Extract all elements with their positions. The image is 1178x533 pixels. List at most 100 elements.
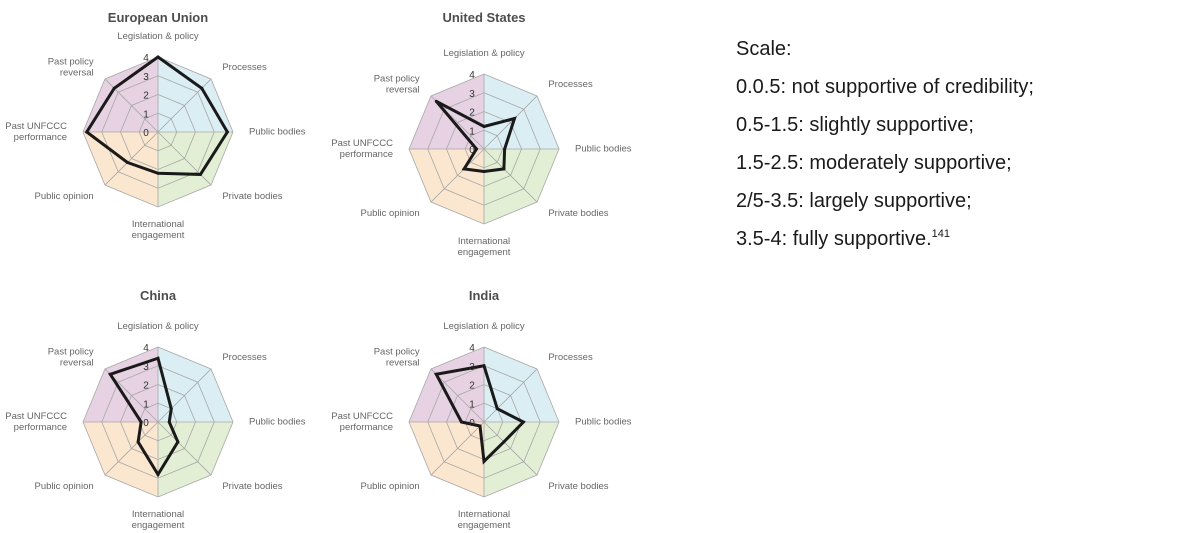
scale-legend: Scale: 0.0.5: not supportive of credibil…: [736, 30, 1176, 258]
radar-axis-label-1-1: Processes: [548, 79, 593, 90]
scale-item-2: 0.5-1.5: slightly supportive;: [736, 114, 974, 136]
radar-axis-label-1-3: Private bodies: [548, 208, 608, 219]
radar-spoke-2-1: [157, 368, 212, 423]
radar-axis-label-0-5: Public opinion: [34, 191, 93, 202]
radar-point-3-4: [482, 459, 486, 463]
radar-axis-label-0-6: Past UNFCCC performance: [5, 121, 67, 143]
radar-point-3-3: [502, 440, 506, 444]
radar-point-1-2: [503, 147, 507, 151]
radar-tick-label-0-3: 3: [143, 72, 149, 83]
radar-point-0-0: [156, 55, 160, 59]
radar-point-3-6: [460, 420, 463, 424]
radar-chart-0: 0 1 2 3 4 European Union Legislation & policy P…: [5, 10, 306, 241]
radar-axis-label-3-0: Legislation & policy: [443, 321, 525, 332]
scale-item-5-text: 3.5-4: fully supportive.: [736, 228, 932, 250]
radar-spoke-1-5: [430, 148, 485, 203]
radar-axis-label-1-7: Past policy reversal: [374, 74, 420, 96]
radar-axis-label-2-6: Past UNFCCC performance: [5, 411, 67, 433]
radar-axis-label-0-3: Private bodies: [222, 191, 282, 202]
radar-axis-label-1-6: Past UNFCCC performance: [331, 138, 393, 160]
radar-spoke-2-5: [104, 421, 159, 476]
radar-tick-label-2-0: 0: [143, 418, 149, 429]
radar-point-3-1: [495, 407, 499, 411]
radar-axis-label-3-4: International engagement: [458, 509, 511, 531]
radar-axis-label-2-4: International engagement: [132, 509, 185, 531]
radar-point-1-5: [462, 167, 466, 171]
radar-tick-label-2-4: 4: [143, 343, 149, 354]
radar-chart-title-1: United States: [442, 10, 525, 25]
radar-point-3-5: [478, 424, 482, 428]
radar-spoke-0-3: [157, 131, 212, 186]
radar-tick-label-0-2: 2: [143, 91, 149, 102]
radar-axis-label-2-7: Past policy reversal: [48, 347, 94, 369]
radar-tick-label-1-0: 0: [469, 145, 475, 156]
scale-footnote-marker: 141: [931, 228, 951, 240]
radar-axis-label-1-4: International engagement: [458, 236, 511, 258]
radar-point-0-2: [225, 130, 229, 134]
radar-axis-label-3-1: Processes: [548, 352, 593, 363]
radar-axis-label-2-5: Public opinion: [34, 481, 93, 492]
radar-tick-label-1-2: 2: [469, 108, 475, 119]
radar-axis-label-3-5: Public opinion: [360, 481, 419, 492]
radar-tick-label-3-2: 2: [469, 381, 475, 392]
radar-axis-label-1-5: Public opinion: [360, 208, 419, 219]
radar-axis-label-2-1: Processes: [222, 352, 267, 363]
radar-point-3-2: [521, 420, 525, 424]
radar-chart-title-0: European Union: [108, 10, 208, 25]
radar-point-1-4: [482, 170, 486, 173]
scale-heading: Scale:: [736, 38, 792, 60]
radar-tick-label-3-4: 4: [469, 343, 475, 354]
radar-tick-label-0-4: 4: [143, 53, 149, 64]
radar-spoke-2-3: [157, 421, 212, 476]
radar-point-1-3: [502, 167, 506, 171]
radar-axis-label-2-2: Public bodies: [249, 417, 306, 428]
radar-point-3-7: [434, 372, 438, 376]
radar-point-2-5: [136, 440, 140, 444]
radar-spoke-3-3: [483, 421, 538, 476]
radar-tick-label-0-0: 0: [143, 128, 149, 139]
radar-tick-label-3-3: 3: [469, 362, 475, 373]
radar-spoke-1-1: [483, 95, 538, 150]
radar-axis-label-0-7: Past policy reversal: [48, 57, 94, 79]
radar-axis-label-0-1: Processes: [222, 62, 267, 73]
radar-charts-panel: 0 1 2 3 4 European Union Legislation & policy P…: [5, 10, 632, 531]
radar-chart-1: 0 1 2 3 4 United States Legislation & policy Pr…: [331, 10, 632, 258]
radar-point-0-6: [85, 130, 89, 134]
radar-axis-label-1-2: Public bodies: [575, 144, 632, 155]
radar-point-0-5: [126, 160, 130, 164]
radar-axis-label-0-2: Public bodies: [249, 127, 306, 138]
radar-point-2-1: [169, 407, 173, 411]
radar-tick-label-2-1: 1: [143, 399, 149, 410]
radar-axis-label-3-6: Past UNFCCC performance: [331, 411, 393, 433]
radar-point-1-7: [434, 99, 438, 103]
radar-point-2-2: [167, 420, 171, 424]
radar-axis-label-2-3: Private bodies: [222, 481, 282, 492]
radar-axis-label-3-3: Private bodies: [548, 481, 608, 492]
radar-point-0-3: [198, 172, 202, 176]
radar-axis-label-0-0: Legislation & policy: [117, 31, 199, 42]
radar-axis-label-3-2: Public bodies: [575, 417, 632, 428]
radar-chart-3: 0 1 2 3 4 India Legislation & policy Processes P…: [331, 288, 632, 531]
radar-axis-label-3-7: Past policy reversal: [374, 347, 420, 369]
radar-tick-label-1-3: 3: [469, 89, 475, 100]
radar-point-2-4: [156, 473, 160, 476]
radar-point-1-0: [482, 125, 486, 128]
radar-spoke-3-1: [483, 368, 538, 423]
scale-item-4: 2/5-3.5: largely supportive;: [736, 190, 972, 212]
radar-point-0-7: [112, 86, 116, 90]
radar-chart-2: 0 1 2 3 4 China Legislation & policy Processes P…: [5, 288, 306, 531]
radar-chart-title-3: India: [469, 288, 500, 303]
radar-axis-label-1-0: Legislation & policy: [443, 48, 525, 59]
radar-tick-label-1-1: 1: [469, 126, 475, 137]
radar-axis-label-0-4: International engagement: [132, 219, 185, 241]
radar-point-2-0: [156, 356, 160, 360]
radar-point-3-0: [482, 364, 486, 368]
radar-spoke-0-5: [104, 131, 159, 186]
radar-point-1-6: [475, 147, 478, 151]
radar-point-1-1: [512, 117, 516, 121]
radar-spoke-1-3: [483, 148, 538, 203]
radar-tick-label-1-4: 4: [469, 70, 475, 81]
radar-spoke-3-5: [430, 421, 485, 476]
radar-tick-label-3-0: 0: [469, 418, 475, 429]
scale-item-5: 3.5-4: fully supportive.141: [736, 220, 1176, 258]
